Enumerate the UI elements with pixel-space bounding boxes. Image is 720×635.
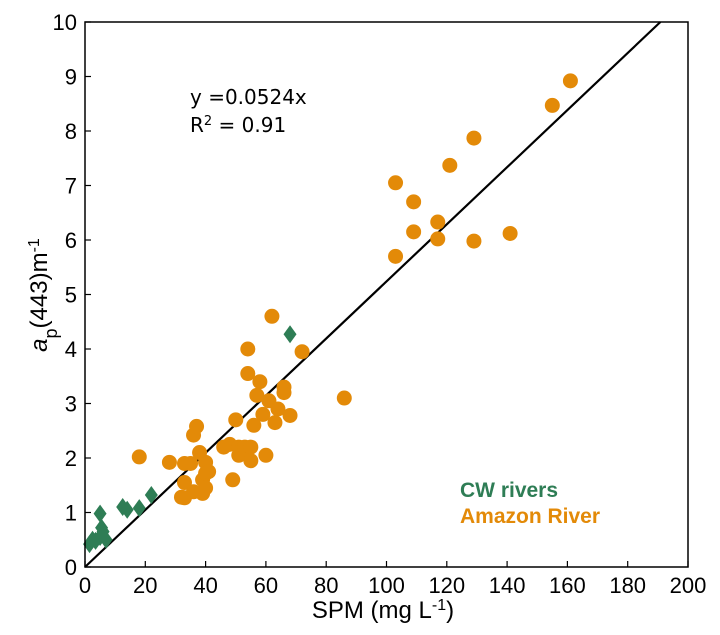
y-tick-label: 2 bbox=[65, 446, 77, 471]
x-tick-label: 160 bbox=[549, 573, 586, 598]
r-squared-exponent: 2 bbox=[204, 114, 212, 129]
point-amazon-river bbox=[176, 475, 192, 491]
x-tick-label: 140 bbox=[489, 573, 526, 598]
point-amazon-river bbox=[406, 194, 422, 210]
y-tick-label: 4 bbox=[65, 337, 77, 362]
x-tick-label: 60 bbox=[254, 573, 278, 598]
point-amazon-river bbox=[183, 455, 199, 471]
y-tick-label: 0 bbox=[65, 555, 77, 580]
x-tick-label: 80 bbox=[314, 573, 338, 598]
point-amazon-river bbox=[252, 374, 268, 390]
x-tick-label: 180 bbox=[609, 573, 646, 598]
y-tick-label: 9 bbox=[65, 65, 77, 90]
point-amazon-river bbox=[161, 454, 177, 470]
point-amazon-river bbox=[544, 97, 560, 113]
r-squared-label: R2 = 0.91 bbox=[190, 113, 286, 137]
y-tick-label: 7 bbox=[65, 174, 77, 199]
point-cw-rivers bbox=[93, 504, 107, 523]
regression-equation: y =0.0524x bbox=[190, 85, 307, 109]
x-axis-label-exponent: -1 bbox=[432, 597, 446, 614]
point-amazon-river bbox=[282, 407, 298, 423]
point-amazon-river bbox=[201, 464, 217, 480]
point-cw-rivers bbox=[283, 325, 297, 344]
r-squared-prefix: R bbox=[190, 113, 204, 137]
y-axis-label-symbol: a bbox=[26, 338, 53, 351]
point-amazon-river bbox=[243, 453, 259, 469]
x-tick-label: 20 bbox=[133, 573, 157, 598]
x-tick-label: 100 bbox=[368, 573, 405, 598]
point-amazon-river bbox=[406, 224, 422, 240]
point-amazon-river bbox=[294, 344, 310, 360]
point-cw-rivers bbox=[132, 499, 146, 518]
point-amazon-river bbox=[243, 439, 259, 455]
x-tick-label: 0 bbox=[79, 573, 91, 598]
point-amazon-river bbox=[255, 406, 271, 422]
point-amazon-river bbox=[270, 401, 286, 417]
point-amazon-river bbox=[466, 130, 482, 146]
x-tick-label: 120 bbox=[428, 573, 465, 598]
y-tick-label: 8 bbox=[65, 119, 77, 144]
point-amazon-river bbox=[240, 366, 256, 382]
x-axis-label-end: ) bbox=[446, 597, 454, 624]
point-amazon-river bbox=[388, 248, 404, 264]
point-amazon-river bbox=[466, 233, 482, 249]
y-tick-label: 10 bbox=[53, 10, 77, 35]
y-tick-label: 5 bbox=[65, 283, 77, 308]
point-cw-rivers bbox=[99, 530, 113, 549]
point-amazon-river bbox=[228, 412, 244, 428]
y-tick-label: 3 bbox=[65, 392, 77, 417]
x-axis-label-main: SPM (mg L bbox=[312, 597, 432, 624]
y-tick-label: 1 bbox=[65, 501, 77, 526]
y-axis-label-exponent: -1 bbox=[26, 238, 43, 252]
x-tick-label: 40 bbox=[193, 573, 217, 598]
legend-entry-cw-rivers: CW rivers bbox=[460, 479, 558, 502]
y-axis-label-main: (443)m bbox=[26, 252, 53, 328]
point-amazon-river bbox=[430, 214, 446, 230]
point-amazon-river bbox=[240, 341, 256, 357]
r-squared-value: = 0.91 bbox=[212, 113, 286, 137]
point-amazon-river bbox=[131, 449, 147, 465]
point-amazon-river bbox=[264, 308, 280, 324]
point-amazon-river bbox=[502, 225, 518, 241]
point-amazon-river bbox=[276, 379, 292, 395]
point-amazon-river bbox=[267, 415, 283, 431]
point-cw-rivers bbox=[120, 500, 134, 519]
point-amazon-river bbox=[198, 480, 214, 496]
point-amazon-river bbox=[562, 73, 578, 89]
point-amazon-river bbox=[246, 417, 262, 433]
point-cw-rivers bbox=[144, 486, 158, 505]
point-amazon-river bbox=[258, 447, 274, 463]
point-amazon-river bbox=[189, 418, 205, 434]
x-tick-label: 200 bbox=[670, 573, 707, 598]
point-amazon-river bbox=[430, 231, 446, 247]
point-amazon-river bbox=[336, 390, 352, 406]
legend-entry-amazon-river: Amazon River bbox=[460, 505, 600, 528]
point-amazon-river bbox=[225, 472, 241, 488]
y-axis-label-subscript: p bbox=[41, 328, 61, 338]
point-amazon-river bbox=[388, 175, 404, 191]
y-tick-label: 6 bbox=[65, 228, 77, 253]
point-amazon-river bbox=[442, 157, 458, 173]
x-axis-label: SPM (mg L-1) bbox=[312, 597, 454, 625]
point-amazon-river bbox=[249, 387, 265, 403]
y-axis-label: ap(443)m-1 bbox=[26, 238, 62, 352]
